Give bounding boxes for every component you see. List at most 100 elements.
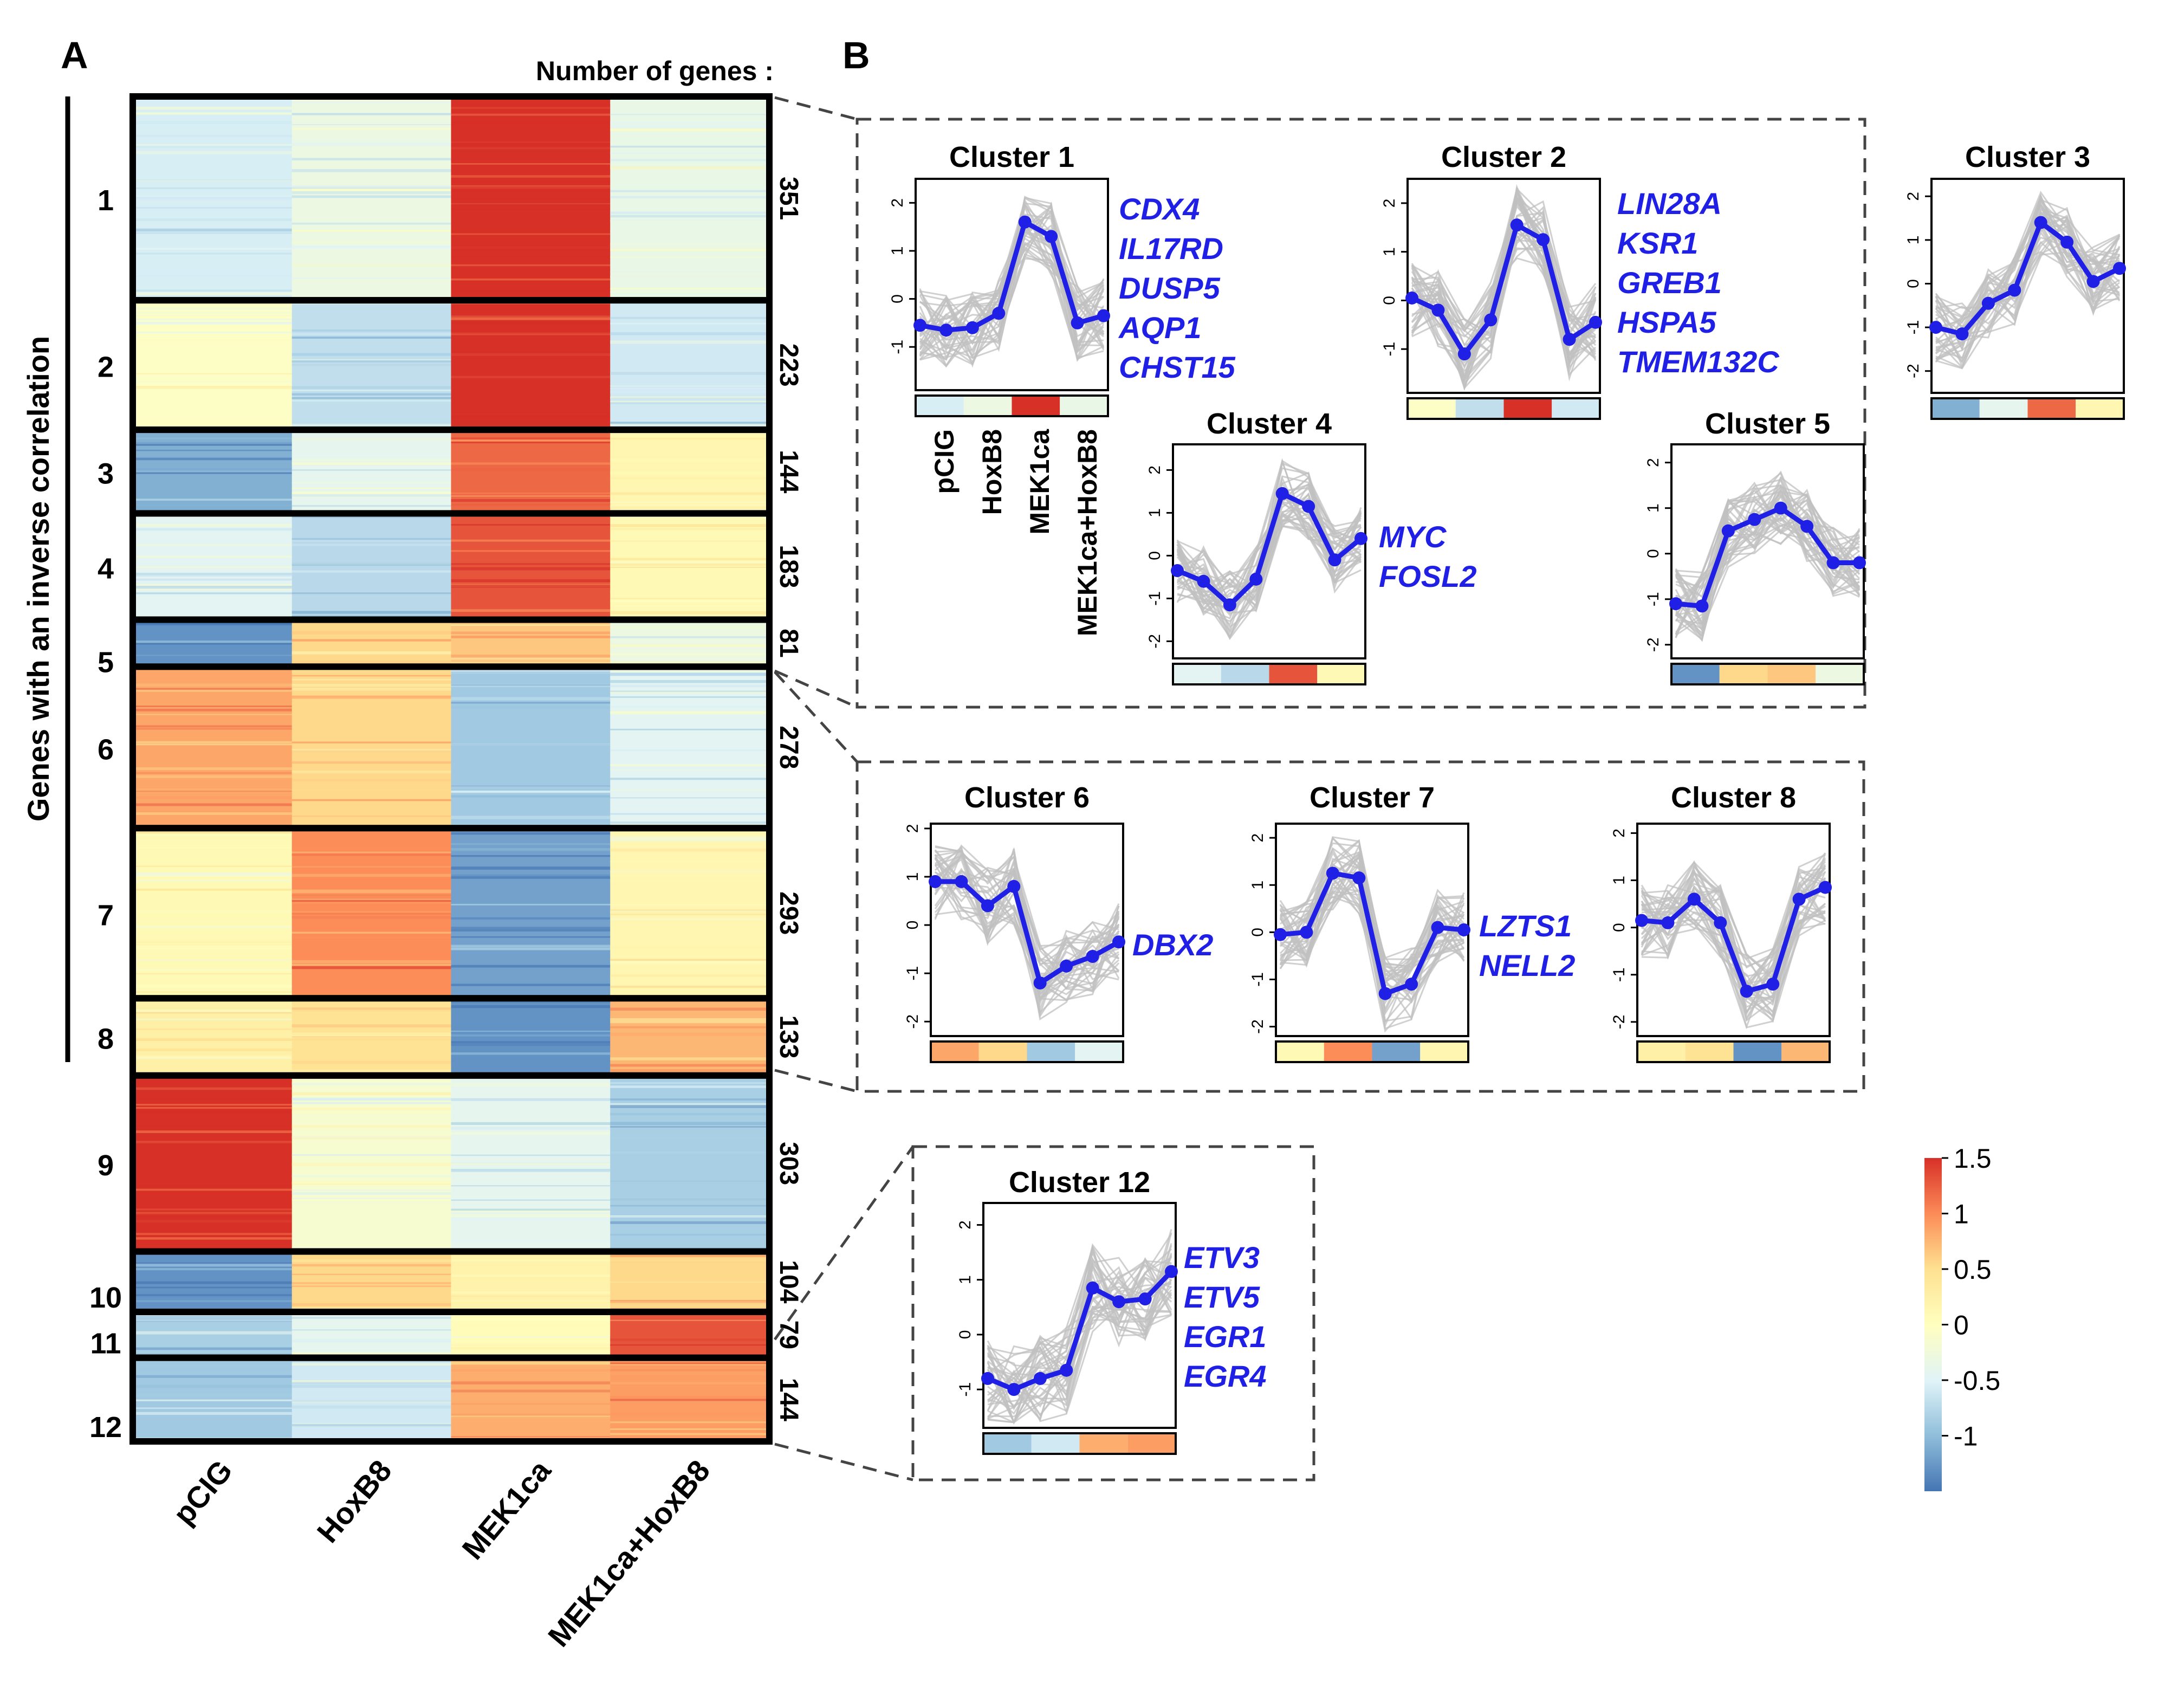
heatmap-streak xyxy=(133,187,292,190)
heatmap-streak xyxy=(291,966,451,969)
heatmap-streak xyxy=(451,658,611,659)
heatmap-streak xyxy=(451,927,611,929)
condition-strip-cell xyxy=(931,1041,979,1062)
y-tick-label: 0 xyxy=(1249,928,1267,937)
heatmap-streak xyxy=(610,1198,769,1201)
heatmap-streak xyxy=(291,359,451,363)
heatmap-streak xyxy=(610,1338,769,1341)
heatmap-streak xyxy=(451,1274,611,1278)
connector-line xyxy=(774,669,858,709)
heatmap-streak xyxy=(451,175,611,178)
colorbar: 1.5 1 0.5 0 -0.5 -1 xyxy=(1924,1143,2000,1491)
mean-point xyxy=(1510,218,1524,232)
heatmap-streak xyxy=(451,416,611,419)
heatmap-streak xyxy=(610,1205,769,1207)
colorbar-tick-label: 0.5 xyxy=(1954,1254,1992,1285)
heatmap-streak xyxy=(610,708,769,710)
heatmap-streak xyxy=(610,1180,769,1182)
heatmap-streak xyxy=(133,504,292,506)
heatmap-streak xyxy=(291,639,451,642)
connector-line xyxy=(774,1442,913,1481)
gene-profile-line xyxy=(1641,872,1826,976)
heatmap-streak xyxy=(610,590,769,594)
heatmap-streak xyxy=(451,322,611,325)
heatmap-streak xyxy=(610,861,769,862)
heatmap-streak xyxy=(610,190,769,192)
heatmap-streak xyxy=(291,1201,451,1204)
heatmap-streak xyxy=(451,186,611,189)
gene-label: CHST15 xyxy=(1119,350,1236,384)
heatmap-cell xyxy=(451,513,611,620)
heatmap-row-label: 1 xyxy=(98,184,114,217)
heatmap-cell xyxy=(610,1312,770,1358)
number-of-genes-header: Number of genes : xyxy=(536,56,774,86)
heatmap-streak xyxy=(451,1381,611,1384)
heatmap-streak xyxy=(133,1300,292,1303)
cluster-1-condition-labels: pCIG HoxB8 MEK1ca MEK1ca+HoxB8 xyxy=(929,429,1103,636)
plot-frame xyxy=(1406,178,1601,394)
heatmap-streak xyxy=(451,936,611,938)
heatmap-streak xyxy=(291,1363,451,1366)
heatmap-cell xyxy=(610,998,770,1076)
heatmap-streak xyxy=(451,246,611,249)
heatmap-streak xyxy=(291,1380,451,1383)
heatmap-cluster-block xyxy=(129,1248,773,1316)
heatmap-streak xyxy=(291,241,451,243)
heatmap-streak xyxy=(291,773,451,775)
heatmap-streak xyxy=(451,331,611,334)
callout-box-clusters-6-8 xyxy=(855,760,1865,1093)
mean-point xyxy=(981,899,994,913)
heatmap-streak xyxy=(133,444,292,446)
heatmap-streak xyxy=(133,1057,292,1059)
heatmap-cell xyxy=(133,1312,293,1358)
heatmap-streak xyxy=(291,851,451,853)
heatmap-streak xyxy=(291,1273,451,1275)
mean-point xyxy=(1300,926,1313,939)
heatmap-streak xyxy=(291,631,451,635)
heatmap-streak xyxy=(133,112,292,114)
heatmap-streak xyxy=(133,1184,292,1186)
heatmap-streak xyxy=(291,696,451,699)
heatmap-streak xyxy=(610,424,769,426)
heatmap-streak xyxy=(133,373,292,374)
condition-strip-cell xyxy=(1671,664,1720,684)
heatmap-streak xyxy=(610,340,769,344)
heatmap-streak xyxy=(291,651,451,655)
heatmap-streak xyxy=(451,1300,611,1302)
heatmap-streak xyxy=(291,670,451,671)
heatmap-streak xyxy=(133,134,292,137)
condition-strip-frame xyxy=(1930,397,2125,420)
heatmap-streak xyxy=(133,1097,292,1100)
heatmap-streak xyxy=(610,332,769,335)
condition-strip-cell xyxy=(1767,664,1816,684)
mean-point xyxy=(1721,524,1735,538)
y-tick-label: 2 xyxy=(1610,829,1628,838)
mean-point xyxy=(1714,916,1727,929)
heatmap-streak xyxy=(451,1389,611,1393)
condition-strip-cell xyxy=(1503,398,1552,419)
heatmap-cluster-block xyxy=(129,616,773,670)
heatmap-streak xyxy=(610,243,769,247)
heatmap-streak xyxy=(291,140,451,143)
heatmap-streak xyxy=(610,558,769,561)
heatmap-streak xyxy=(610,196,769,199)
heatmap-streak xyxy=(291,899,451,902)
heatmap-streak xyxy=(610,1151,769,1154)
heatmap-streak xyxy=(451,1277,611,1279)
heatmap-cell xyxy=(133,667,293,829)
heatmap-streak xyxy=(133,910,292,912)
mean-point xyxy=(1589,315,1602,329)
mean-point xyxy=(1071,316,1084,329)
gene-profile-line xyxy=(987,1257,1172,1425)
heatmap-streak xyxy=(610,1007,769,1011)
gene-profile-line xyxy=(1935,191,2121,369)
gene-label: IL17RD xyxy=(1119,231,1223,266)
heatmap-streak xyxy=(133,592,292,594)
heatmap-streak xyxy=(291,280,451,282)
heatmap-streak xyxy=(291,277,451,279)
cluster-plot: Cluster 8 -2 -1 0 1 2 xyxy=(1610,781,1832,1063)
heatmap-streak xyxy=(610,561,769,564)
heatmap-cluster-block xyxy=(129,426,773,517)
heatmap-streak xyxy=(291,191,451,195)
heatmap-streak xyxy=(610,390,769,393)
